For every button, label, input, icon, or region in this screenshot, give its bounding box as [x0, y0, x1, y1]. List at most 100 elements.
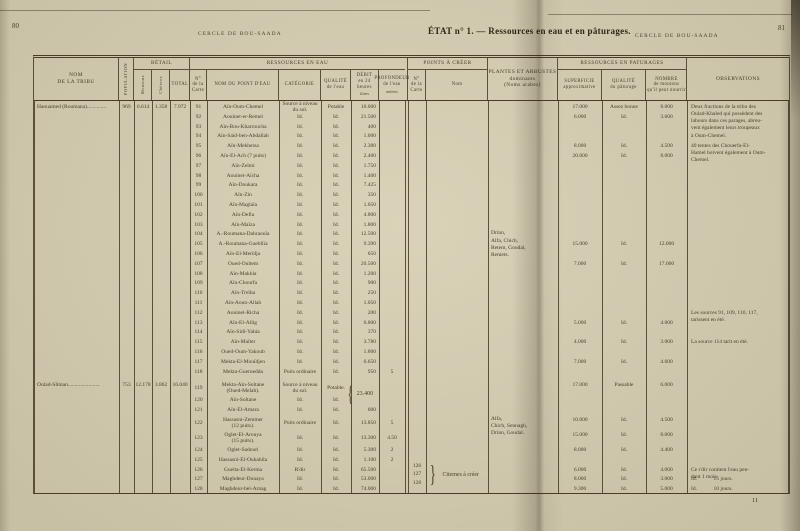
pasture-qualite: Id. [621, 446, 627, 453]
water-categorie: Id. [297, 211, 303, 218]
water-profondeur [379, 348, 405, 358]
pasture-qualite: Id. [621, 358, 627, 365]
water-debit: 5.300 [363, 446, 376, 453]
water-profondeur [379, 396, 405, 406]
tribe-moutons: 6.614 [136, 103, 150, 110]
pasture-nombre: 17.000 [658, 260, 675, 267]
water-qualite: Id. [333, 113, 339, 120]
water-profondeur: 5 [390, 419, 394, 426]
pasture-qualite: Passable [614, 382, 634, 389]
water-point-name: A.-Roumana-Guebliïa [218, 241, 268, 248]
water-profondeur [379, 191, 405, 201]
water-categorie: Id. [297, 241, 303, 248]
water-point-name: Aïn-Saïd-ben-Abdallah [217, 133, 269, 140]
column-rule [426, 101, 427, 493]
group-label-betail: BÉTAIL [134, 58, 189, 70]
water-point-name: Aïn-Maïter [230, 339, 256, 346]
pasture-qualite: Id. [621, 486, 627, 493]
water-profondeur [379, 260, 405, 270]
water-debit: 74.000 [360, 486, 376, 493]
water-categorie: Source à niveau du sol. [282, 381, 318, 394]
group-label-eau: RESSOURCES EN EAU [190, 58, 405, 70]
pasture-qualite: Id. [621, 431, 627, 438]
water-qualite: Id. [333, 407, 339, 414]
water-categorie: Id. [297, 162, 303, 169]
page-edge-left [0, 0, 10, 531]
plants-list: Alfa, Chich, Sennagh, Drinn, Goudal. [491, 416, 528, 437]
water-categorie: Id. [297, 231, 303, 238]
water-row-map-number: 114 [194, 329, 203, 336]
document-title-number: ÉTAT n° 1. [428, 26, 474, 36]
water-qualite: Id. [333, 143, 339, 150]
water-categorie: Id. [297, 290, 303, 297]
resources-table: NOM DE LA TRIBU POPULATION BÉTAIL Mouton… [33, 55, 790, 494]
col-header-no-carte-points: N° de la Carte [408, 70, 426, 100]
water-debit: 13.850 [360, 419, 376, 426]
water-categorie: Id. [297, 456, 303, 463]
column-rule [558, 101, 559, 493]
water-debit: 53.000 [360, 476, 376, 483]
water-row-map-number: 101 [194, 201, 203, 208]
observation-note: 40 tentes des Chouerfa-El- Hamel boivent… [691, 143, 766, 164]
water-point-name: Aïn-Defla [231, 211, 255, 218]
water-point-name: Aïn-El-Ach (7 puits) [220, 152, 266, 159]
col-header-profondeur: PROFONDEUR de l'eau mètres [374, 76, 410, 94]
tribe-name: Oulad-Sliman....................... [37, 382, 100, 389]
col-group-paturages: RESSOURCES EN PATURAGES SUPERFICIE appro… [558, 58, 687, 100]
water-point-name: Oued-Oum-Yakoub [221, 348, 265, 355]
column-rule [119, 101, 120, 493]
column-rule [408, 101, 409, 493]
pasture-nombre: 4.500 [660, 416, 673, 423]
water-debit: 10.000 [360, 103, 376, 110]
unit-metres: mètres [386, 88, 398, 94]
water-row-map-number: 91 [195, 103, 202, 110]
pasture-superficie: 4.000 [573, 339, 587, 346]
water-categorie: Id. [297, 476, 303, 483]
brace-icon: } [429, 461, 436, 488]
water-qualite: Id. [333, 201, 339, 208]
water-profondeur: 5 [390, 368, 394, 375]
water-debit: 250 [367, 290, 376, 297]
col-header-nom-points: Nom [451, 82, 463, 88]
water-debit: 7.425 [363, 182, 376, 189]
footer-page-number: 11 [752, 497, 759, 504]
water-debit: 1.800 [363, 348, 376, 355]
column-rule [646, 101, 647, 493]
water-categorie: Id. [297, 329, 303, 336]
water-row-map-number: 118 [194, 368, 203, 375]
running-head-right: CERCLE DE BOU-SAADA [635, 33, 719, 39]
pasture-nombre: 3.000 [660, 476, 673, 483]
water-debit: 1.400 [363, 172, 376, 179]
water-point-name: Aïn-El-Allig [228, 319, 258, 326]
water-profondeur [379, 230, 405, 240]
water-profondeur: 2 [390, 446, 394, 453]
pasture-superficie: 6.000 [573, 466, 587, 473]
page-corner-shadow [791, 0, 800, 120]
pasture-qualite: Assez bonne [610, 103, 638, 110]
pasture-nombre: 12.000 [658, 241, 675, 248]
column-rule [788, 101, 789, 493]
water-row-map-number: 109 [194, 280, 203, 287]
water-profondeur [379, 381, 405, 396]
water-qualite: Potable [327, 103, 345, 110]
water-categorie: Id. [297, 172, 303, 179]
water-profondeur [379, 142, 405, 152]
col-header-chevres: Chèvres [152, 70, 170, 100]
water-point-name: Mekta-Guernedda [222, 368, 263, 375]
pasture-qualite: Id. [621, 152, 627, 159]
water-row-map-number: 103 [194, 221, 203, 228]
water-row-map-number: 98 [195, 172, 202, 179]
water-qualite: Id. [333, 270, 339, 277]
water-categorie: Source à niveau du sol. [282, 101, 318, 113]
water-debit: 1.050 [363, 299, 376, 306]
water-profondeur [379, 113, 405, 123]
water-row-map-number: 95 [195, 143, 202, 150]
pasture-qualite: Id. [621, 260, 627, 267]
water-debit: 200 [367, 309, 376, 316]
col-header-qualite-eau: QUALITÉ de l'eau [321, 70, 351, 100]
water-qualite: Id. [333, 476, 339, 483]
column-rule [379, 101, 380, 493]
water-debit: 6.800 [363, 319, 376, 326]
water-profondeur [379, 289, 405, 299]
water-point-name: Guelta-El-Kerma [223, 466, 263, 473]
